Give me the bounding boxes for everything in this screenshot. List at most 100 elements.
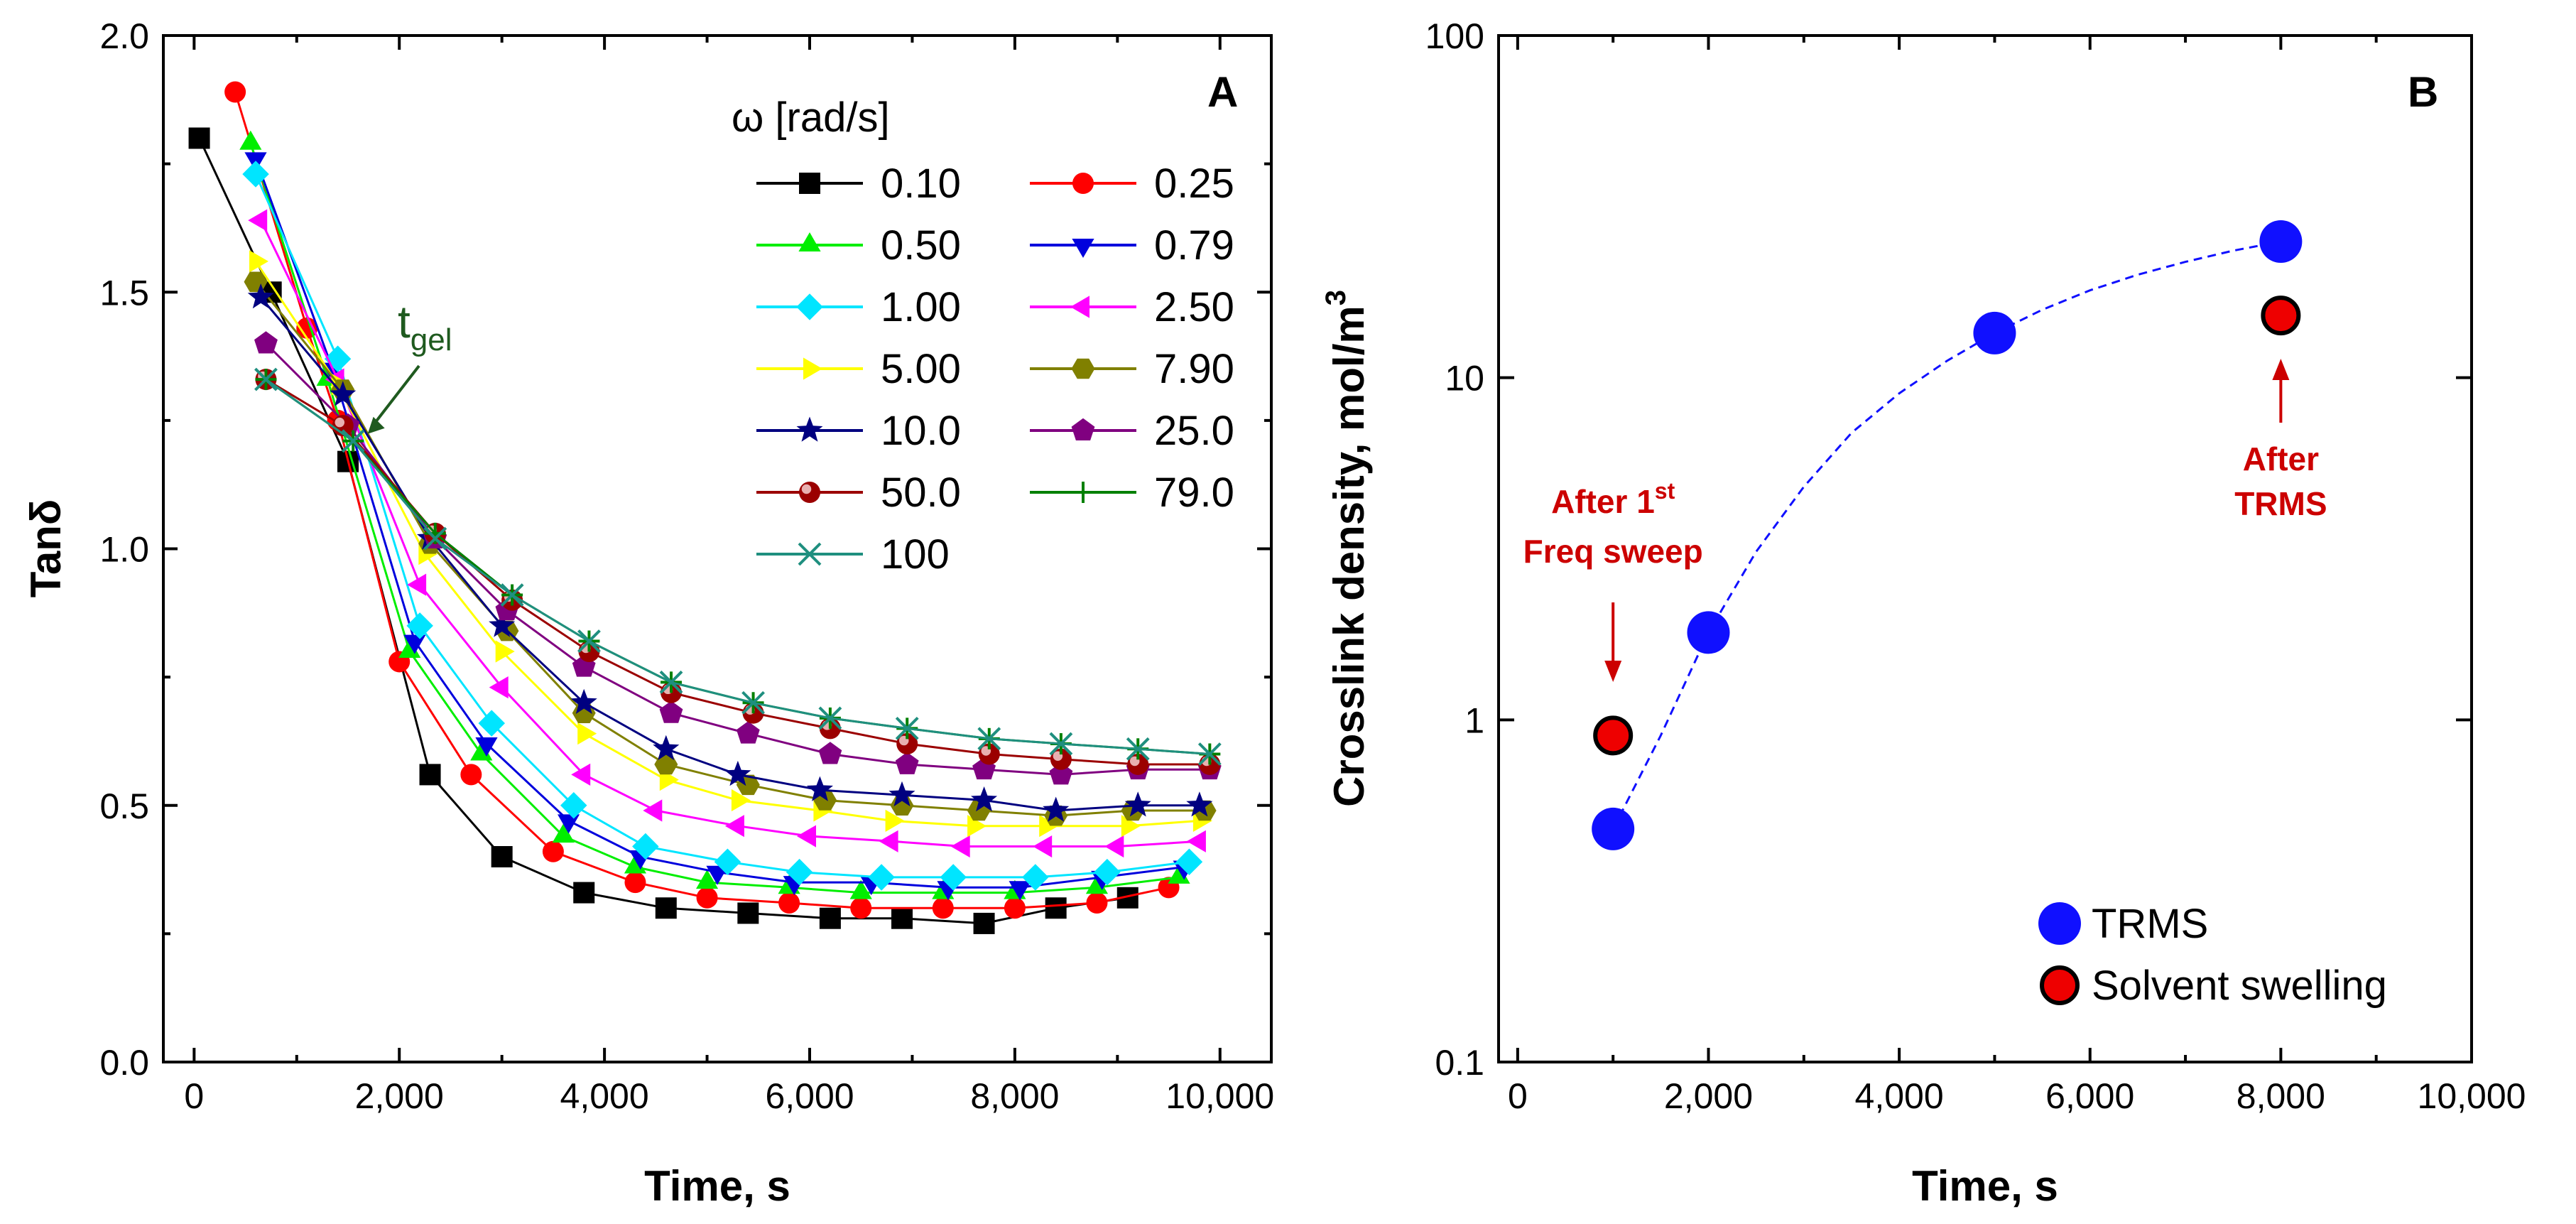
data-point-0.25 <box>696 887 718 909</box>
data-point-100-d2 <box>659 670 683 694</box>
data-point-2.50 <box>724 815 744 838</box>
data-point-shape <box>2261 296 2301 336</box>
data-point-100-d2 <box>577 629 601 653</box>
data-point-0.79-shape <box>1009 881 1031 901</box>
y-tick-label-b: 1 <box>1464 700 1484 740</box>
legend-label: 79.0 <box>1154 470 1234 516</box>
legend-label: 1.00 <box>881 284 961 330</box>
data-point-100 <box>577 629 601 653</box>
data-point-100-d2 <box>341 429 365 453</box>
data-point-0.25 <box>778 892 800 914</box>
annotation-trms: TRMS <box>2234 485 2327 522</box>
data-point-shape <box>1593 715 1634 756</box>
data-point-10.0-shape <box>1043 796 1070 822</box>
data-point-10.0-shape <box>724 760 751 786</box>
data-point-1.00 <box>714 848 741 875</box>
x-tick-label-a: 10,000 <box>1165 1076 1274 1116</box>
tgel-arrow-head <box>367 416 385 434</box>
data-point-2.50 <box>248 209 268 232</box>
data-point-0.25-shape <box>696 887 718 909</box>
data-point-1.00-shape <box>714 848 741 875</box>
data-point-5.00 <box>249 250 268 273</box>
legend-swatch-marker <box>1072 239 1094 258</box>
legend-swatch-marker <box>799 482 820 503</box>
data-point-1.00-shape <box>1022 864 1049 891</box>
x-tick-label-a: 4,000 <box>560 1076 649 1116</box>
data-point-0.10-shape <box>819 907 841 929</box>
data-point-100-d2 <box>254 367 278 391</box>
data-point-7.90-shape <box>654 754 678 775</box>
data-point-100-d2 <box>977 727 1001 751</box>
data-point-10.0 <box>330 381 357 406</box>
data-point-2.50-shape <box>643 799 663 822</box>
data-point-100 <box>1049 732 1073 756</box>
data-point-10.0 <box>247 283 274 309</box>
legend-swatch-marker-shape <box>796 293 823 320</box>
legend-swatch-shape <box>2040 965 2080 1005</box>
legend-label: 0.50 <box>881 222 961 269</box>
legend-a: ω [rad/s] 0.10 0.25 0.50 0.79 1.00 2.50 5.00 7.9… <box>732 94 1234 578</box>
data-point-0.10 <box>1045 897 1067 919</box>
data-point <box>2261 296 2301 336</box>
data-point-0.79 <box>403 634 426 654</box>
series-line-100 <box>265 378 1210 755</box>
legend-item-7.90: 7.90 <box>1030 346 1234 392</box>
legend-swatch-marker-shape <box>1072 173 1094 194</box>
data-point-25.0 <box>254 331 278 354</box>
data-point-2.50-shape <box>571 763 591 786</box>
legend-item-50.0: 50.0 <box>756 470 961 516</box>
x-tick-label-a: 2,000 <box>355 1076 444 1116</box>
data-point-0.10 <box>419 764 441 786</box>
panel-label-b: B <box>2408 68 2438 116</box>
data-point-2.50 <box>643 799 663 822</box>
data-point-0.10 <box>188 127 210 149</box>
data-point-2.50 <box>1186 830 1206 852</box>
data-point-100-d2 <box>1126 737 1150 761</box>
legend-title-a: ω [rad/s] <box>732 94 890 141</box>
data-point-50.0-highlight <box>335 417 345 428</box>
legend-item-100: 100 <box>756 531 950 578</box>
data-point-shape <box>2259 220 2303 263</box>
legend-item-0.25: 0.25 <box>1030 161 1234 207</box>
data-point-0.10 <box>973 912 995 934</box>
data-point-1.00-shape <box>406 612 433 639</box>
data-point-100 <box>500 583 524 607</box>
data-point-7.90 <box>654 754 678 775</box>
data-point-10.0-shape <box>489 612 516 637</box>
data-point-10.0-shape <box>1124 791 1151 817</box>
data-point-0.50-shape <box>239 130 262 150</box>
data-point-10.0 <box>971 786 998 812</box>
data-point-10.0-shape <box>570 688 597 714</box>
annotation-after: After <box>2243 440 2319 477</box>
data-point-1.00-shape <box>1094 858 1121 886</box>
data-point-100 <box>423 526 447 551</box>
data-point-10.0 <box>888 781 915 807</box>
legend-swatch-marker <box>798 232 821 251</box>
data-point-100 <box>977 727 1001 751</box>
legend-swatch-marker-highlight <box>801 484 812 494</box>
data-point-100-d2 <box>1049 732 1073 756</box>
legend-swatch-marker <box>796 293 823 320</box>
axes-b: 0 2,000 4,000 6,000 8,000 10,000 0.1 1 10 100 <box>1425 16 2526 1116</box>
legend-swatch-shape <box>2038 902 2081 945</box>
data-point-2.50 <box>950 835 970 858</box>
data-point <box>1687 611 1730 654</box>
y-tick-label-b: 100 <box>1425 16 1484 56</box>
panel-b: B 0 2,000 4,000 6,000 8,000 10,000 0.1 1 10 100 A… <box>1320 16 2526 1210</box>
legend-swatch <box>2038 902 2081 945</box>
data-point-1.00 <box>940 864 967 891</box>
series-5.00 <box>249 250 1212 838</box>
legend-item-0.10: 0.10 <box>756 161 961 207</box>
data-point-0.25 <box>1004 897 1026 919</box>
legend-swatch-marker-shape <box>796 416 823 442</box>
data-point-100-d2 <box>741 690 765 715</box>
legend-item-5.00: 5.00 <box>756 346 961 392</box>
data-point-0.10 <box>655 897 677 919</box>
legend-item-25.0: 25.0 <box>1030 408 1234 454</box>
series-line-10.0 <box>260 296 1200 812</box>
x-tick-label-a: 8,000 <box>970 1076 1059 1116</box>
legend-swatch-marker-shape <box>1072 239 1094 258</box>
series-a <box>188 81 1222 934</box>
x-axis-title-b: Time, s <box>1912 1162 2058 1210</box>
